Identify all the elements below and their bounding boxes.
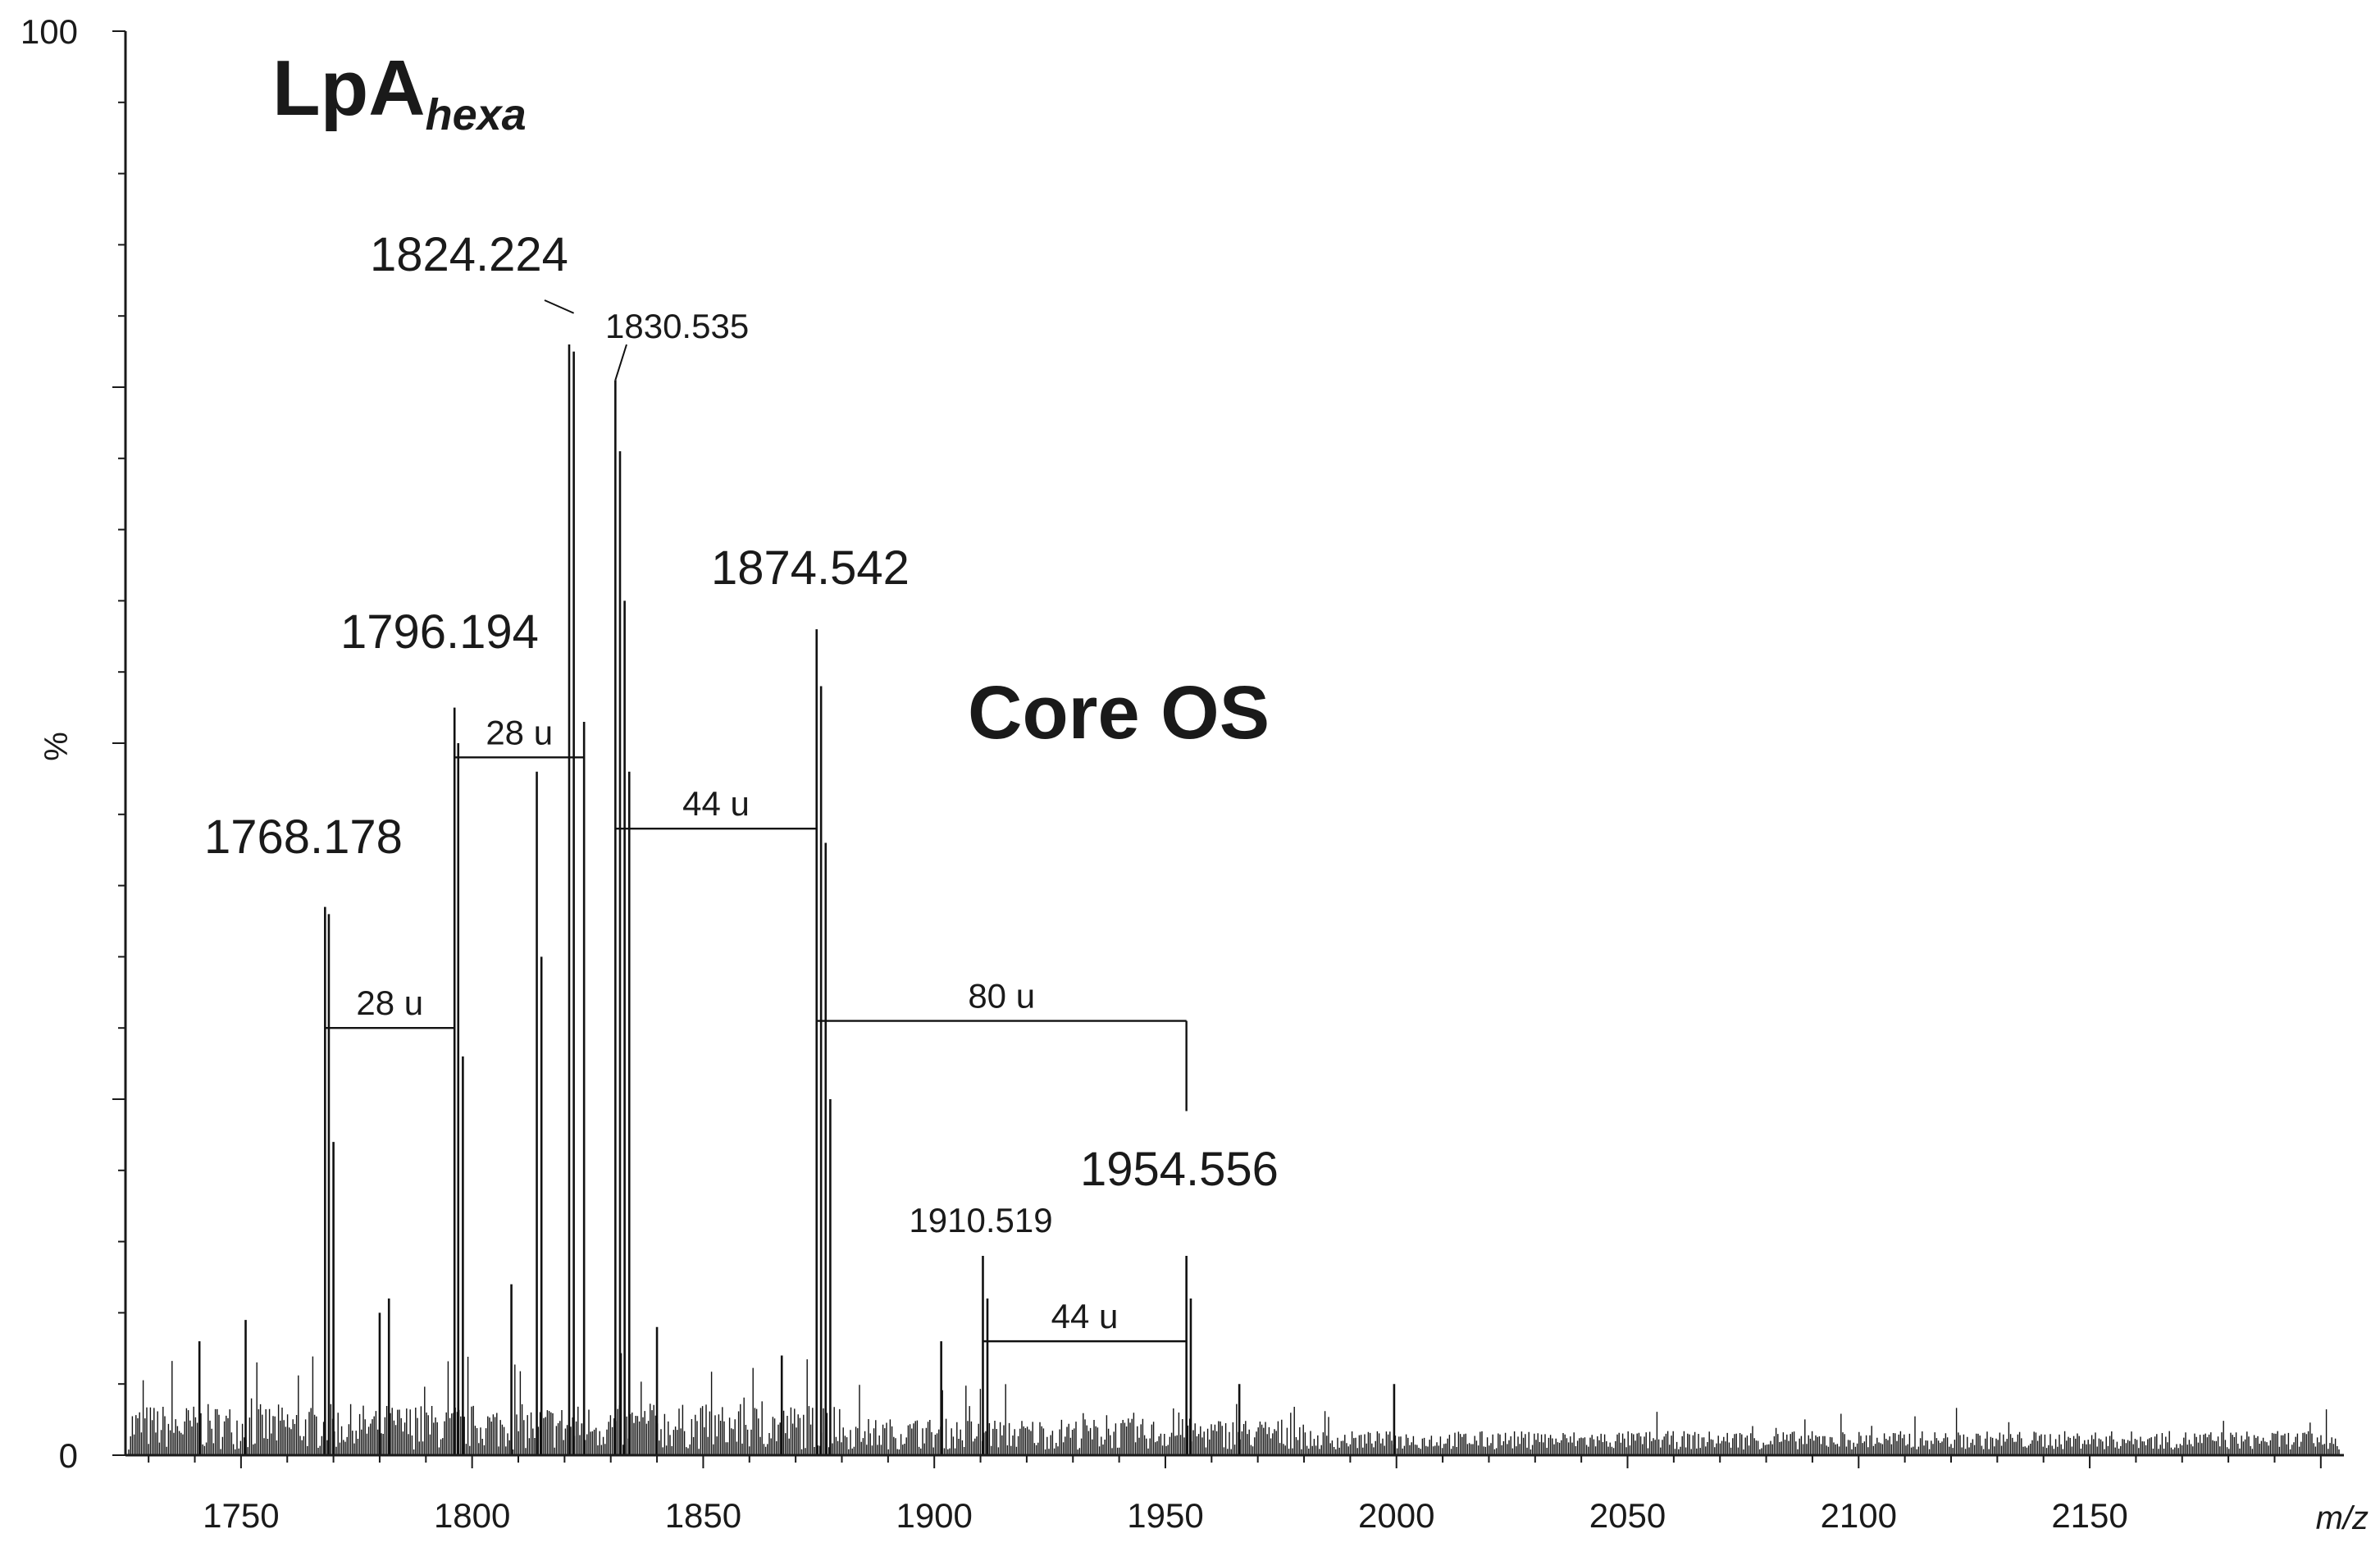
peak-label: 1874.542	[711, 541, 910, 595]
bracket-label-2: 44 u	[682, 784, 750, 823]
x-tick-label: 2150	[2051, 1496, 2127, 1535]
x-tick-label: 1850	[665, 1496, 741, 1535]
y-tick-label: 0	[59, 1436, 78, 1475]
peak-label: 1824.224	[370, 228, 568, 281]
x-tick-label: 2100	[1821, 1496, 1897, 1535]
x-axis-label: m/z	[2316, 1500, 2369, 1536]
x-tick-label: 2000	[1358, 1496, 1434, 1535]
y-axis-label: %	[39, 732, 75, 761]
baseline-noise	[128, 1353, 2340, 1455]
y-tick-label: 100	[21, 12, 78, 51]
lpa-subscript-text: hexa	[426, 90, 527, 139]
bracket-label-3: 80 u	[968, 977, 1035, 1016]
peak-label: 1954.556	[1080, 1143, 1279, 1196]
lpa-main-text: LpA	[272, 44, 426, 132]
peak-label: 1796.194	[340, 605, 539, 659]
peak-label: 1768.178	[204, 810, 403, 864]
leader-line-1824	[544, 299, 575, 314]
brackets-group: 28 u 28 u 44 u 80 u 44 u	[325, 713, 1188, 1343]
peak-label: 1910.519	[909, 1201, 1052, 1239]
peak-labels-group: 1768.178 1796.194 1824.224 1830.535 1874.542…	[204, 228, 1279, 1239]
x-tick-label: 2050	[1589, 1496, 1666, 1535]
bracket-label-4: 44 u	[1051, 1297, 1119, 1335]
x-tick-label: 1800	[434, 1496, 510, 1535]
x-tick-label: 1750	[203, 1496, 279, 1535]
bracket-label-1: 28 u	[486, 713, 553, 751]
bracket-label-0: 28 u	[356, 984, 423, 1022]
peaks-group	[198, 344, 1396, 1455]
noise-trace	[128, 1353, 2340, 1455]
ticks-group: 1750 1800 1850 1900 1950 2000 2050 2100 2150 0 100	[21, 12, 2322, 1535]
x-tick-label: 1900	[896, 1496, 972, 1535]
leader-line-1830	[614, 344, 627, 381]
x-tick-label: 1950	[1127, 1496, 1203, 1535]
lpa-hexa-annotation: LpAhexa	[272, 44, 527, 139]
peak-label: 1830.535	[605, 307, 749, 345]
core-os-annotation: Core OS	[968, 671, 1270, 755]
